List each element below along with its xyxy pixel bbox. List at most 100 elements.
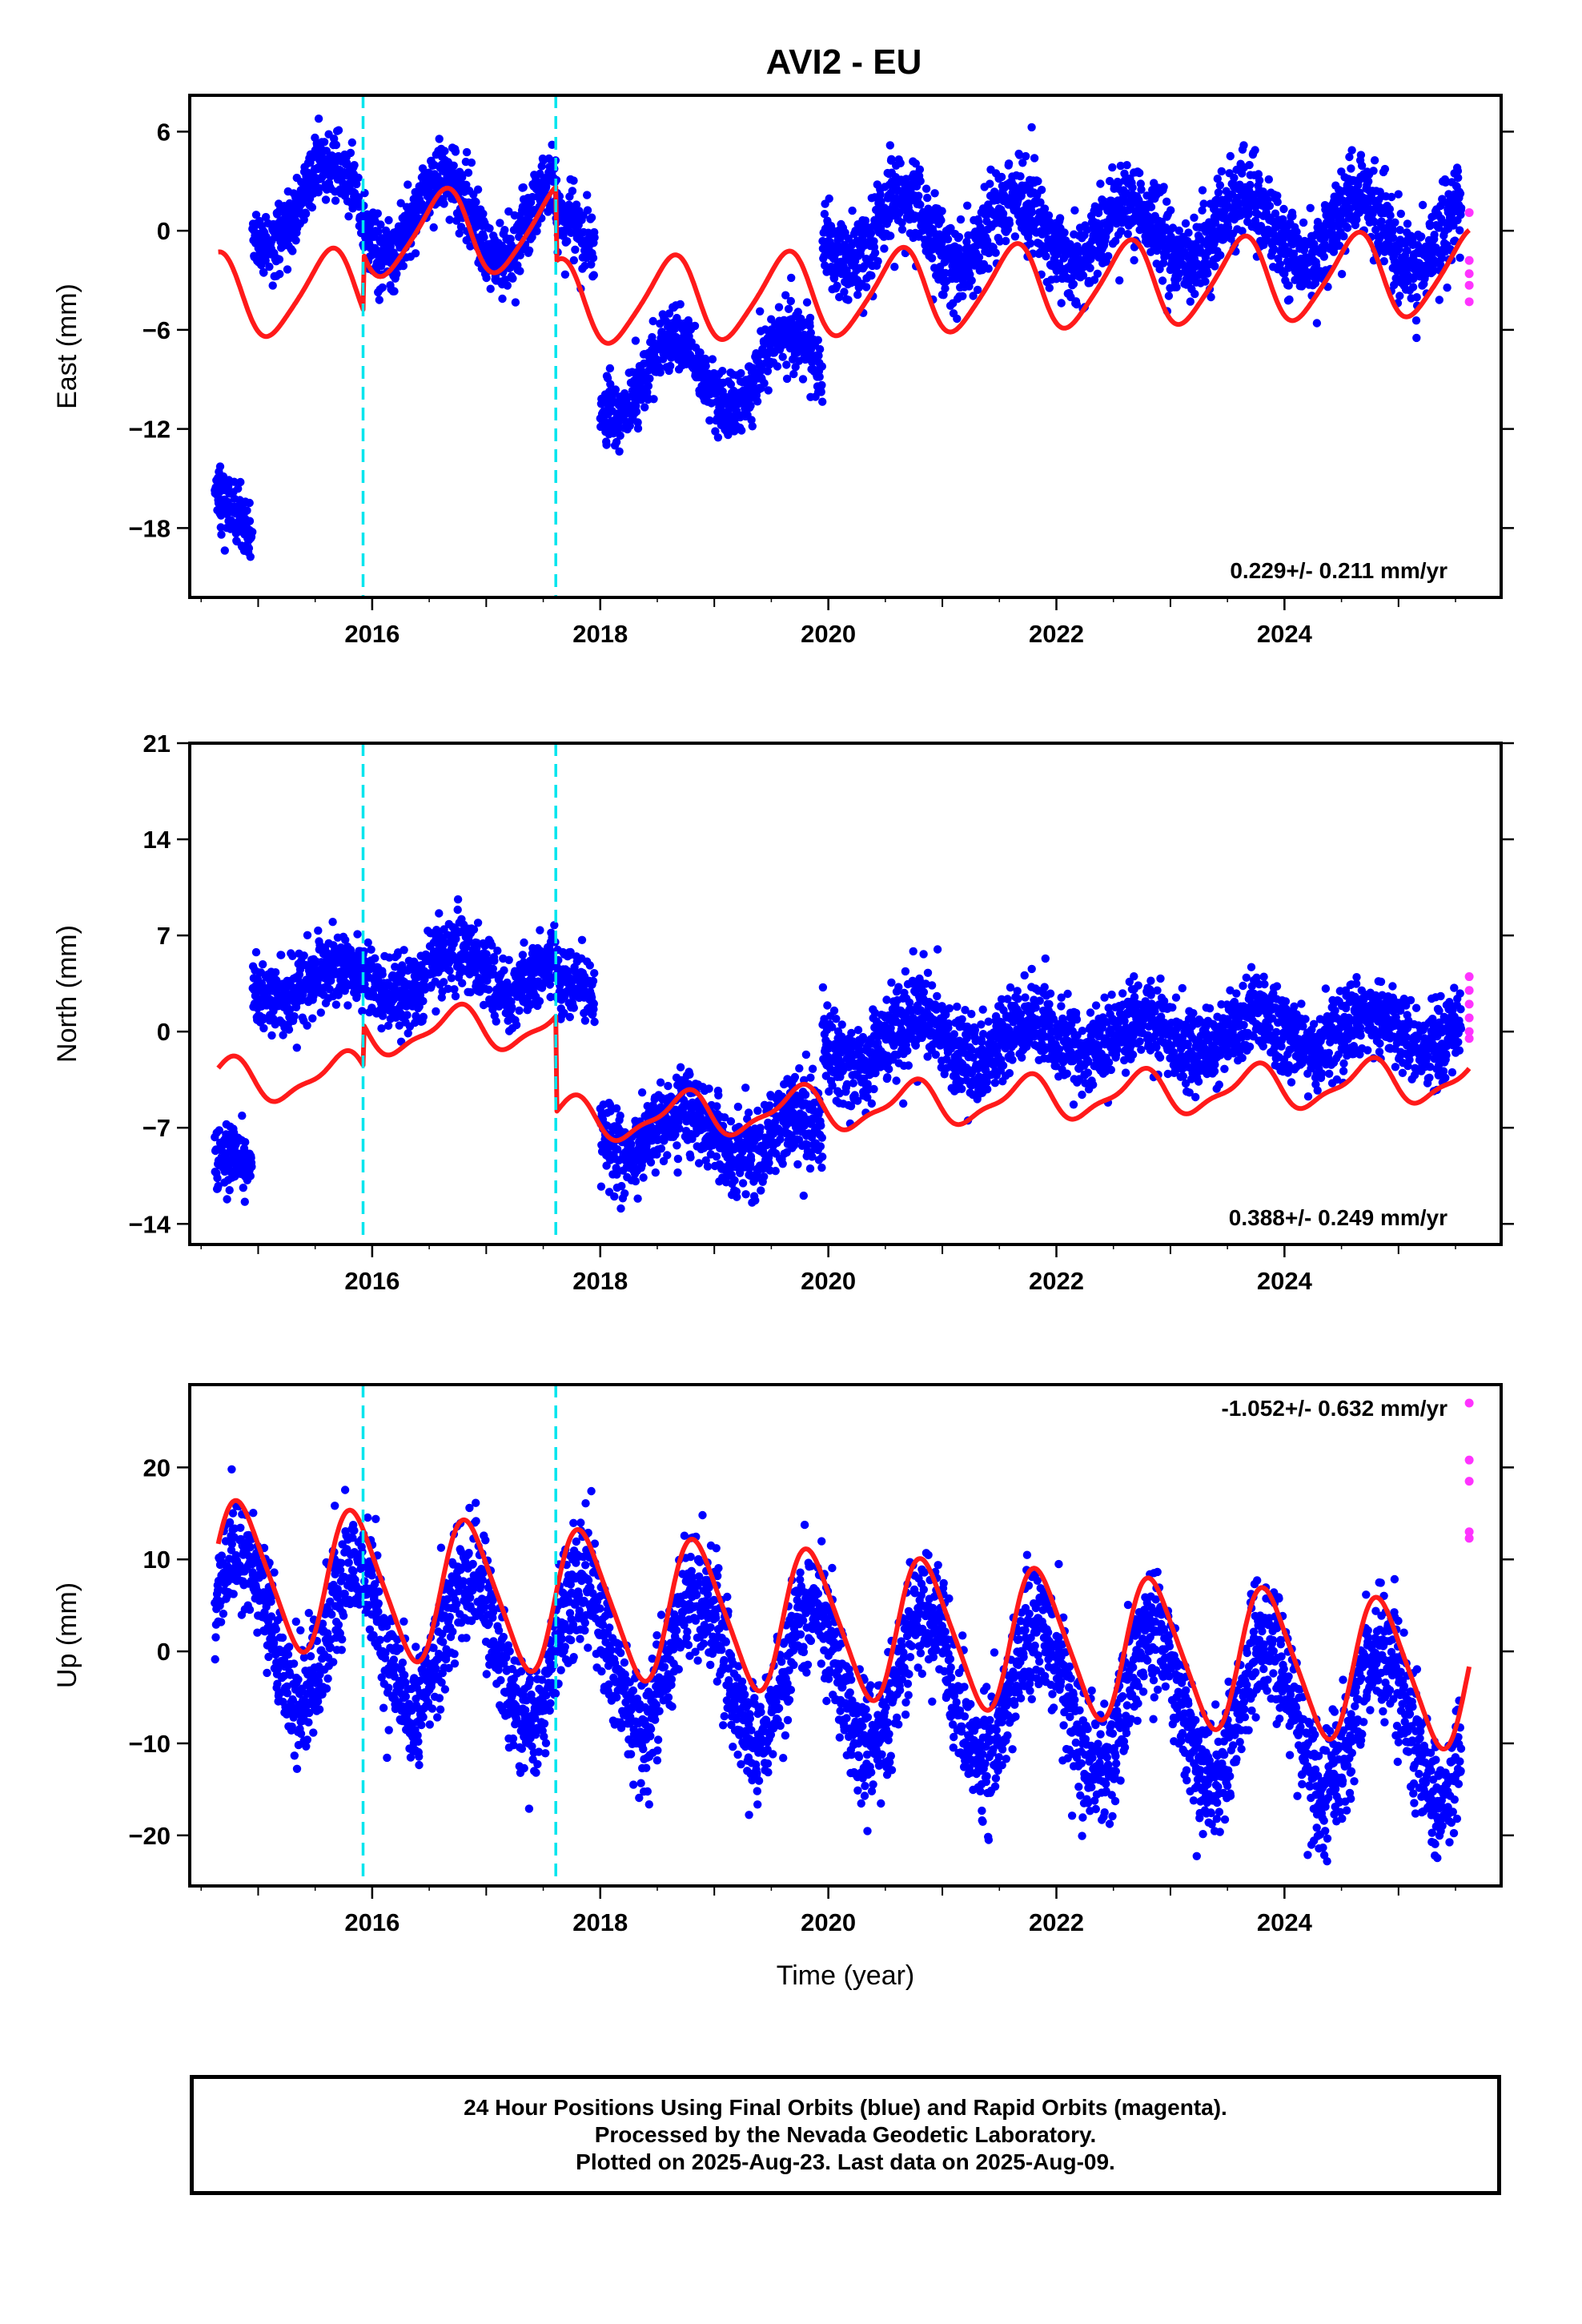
east-data-point — [1072, 300, 1082, 309]
east-data-point — [861, 216, 870, 225]
east-data-point — [588, 253, 598, 263]
east-data-point — [462, 147, 472, 157]
east-data-point — [817, 388, 825, 396]
east-data-point — [532, 227, 541, 235]
east-data-point — [1130, 255, 1138, 265]
north-data-point — [400, 946, 408, 955]
east-data-point — [569, 255, 578, 265]
east-data-point — [1005, 219, 1014, 228]
east-data-point — [1246, 180, 1255, 190]
east-data-point — [923, 193, 932, 203]
east-data-point — [1015, 151, 1024, 159]
east-data-point — [508, 274, 517, 283]
east-data-point — [1034, 177, 1042, 186]
east-data-point — [1105, 176, 1114, 186]
north-data-point — [316, 1008, 325, 1017]
east-data-point — [1217, 167, 1227, 176]
east-data-point — [890, 263, 899, 271]
east-data-point — [1251, 146, 1259, 155]
east-data-point — [880, 244, 889, 253]
north-data-point — [246, 1172, 255, 1180]
east-data-point — [268, 281, 277, 290]
east-data-point — [464, 168, 473, 177]
east-data-point — [1226, 151, 1235, 161]
east-data-point — [1115, 276, 1124, 285]
east-data-point — [449, 161, 458, 170]
east-data-point — [516, 267, 524, 275]
east-data-point — [817, 380, 826, 390]
north-data-point — [536, 926, 544, 935]
east-data-point — [645, 374, 654, 383]
east-data-point — [265, 262, 274, 271]
north-data-point — [432, 1007, 440, 1016]
east-data-point — [1027, 123, 1036, 132]
east-data-point — [1216, 251, 1225, 259]
north-plot-area — [211, 743, 1474, 1244]
east-data-point — [376, 220, 385, 229]
east-data-point — [399, 261, 408, 271]
east-data-point — [258, 241, 267, 250]
north-data-point — [240, 1197, 249, 1206]
north-data-point — [239, 1184, 247, 1192]
east-data-point — [997, 172, 1006, 182]
east-y-tick-label: −18 — [128, 514, 171, 542]
east-data-point — [782, 374, 792, 384]
north-data-point — [303, 1021, 311, 1030]
east-data-point — [404, 180, 412, 189]
north-data-point — [328, 918, 337, 927]
east-data-point — [1412, 333, 1421, 343]
east-data-point — [825, 194, 833, 203]
east-rapid-orbit-points — [1464, 207, 1474, 307]
north-data-point — [213, 1173, 222, 1183]
east-data-point — [498, 294, 507, 304]
east-data-point — [1002, 236, 1010, 246]
east-data-point — [1116, 161, 1126, 171]
east-data-point — [347, 138, 356, 147]
east-data-point — [821, 261, 829, 270]
east-data-point — [1190, 213, 1199, 222]
east-data-point — [1337, 270, 1347, 279]
east-data-point — [983, 236, 992, 245]
east-data-point — [1104, 251, 1113, 260]
east-data-point — [1126, 203, 1135, 212]
east-data-point — [867, 271, 876, 280]
north-data-point — [458, 979, 467, 987]
east-data-point — [1010, 181, 1018, 190]
east-data-point — [887, 155, 896, 163]
east-data-point — [1030, 154, 1039, 163]
east-data-point — [861, 283, 871, 292]
east-data-point — [234, 485, 243, 493]
east-data-point — [1037, 185, 1046, 195]
east-data-point — [817, 362, 826, 371]
east-data-point — [737, 368, 745, 378]
east-data-point — [1042, 251, 1050, 261]
east-data-point — [315, 183, 323, 193]
east-data-point — [782, 360, 791, 369]
east-data-point — [897, 225, 907, 234]
east-data-point — [220, 546, 229, 555]
north-data-point — [371, 954, 379, 963]
east-data-point — [1135, 168, 1144, 178]
east-data-point — [631, 336, 640, 345]
east-data-point — [322, 147, 331, 155]
north-data-point — [225, 1186, 234, 1195]
east-data-point — [1430, 231, 1439, 239]
east-data-point — [938, 207, 946, 215]
east-y-tick-label: −6 — [143, 316, 171, 344]
east-data-point — [747, 416, 756, 424]
east-data-point — [927, 254, 937, 263]
north-data-point — [308, 1014, 317, 1023]
east-data-point — [259, 268, 268, 277]
east-data-point — [330, 135, 339, 143]
east-data-point — [354, 173, 363, 183]
east-data-point — [445, 215, 454, 224]
east-data-point — [774, 303, 784, 312]
east-data-point — [375, 296, 383, 304]
east-data-point — [411, 249, 420, 258]
north-data-point — [267, 1031, 276, 1040]
east-data-point — [506, 235, 515, 243]
east-data-point — [283, 265, 292, 274]
east-data-point — [764, 386, 773, 395]
